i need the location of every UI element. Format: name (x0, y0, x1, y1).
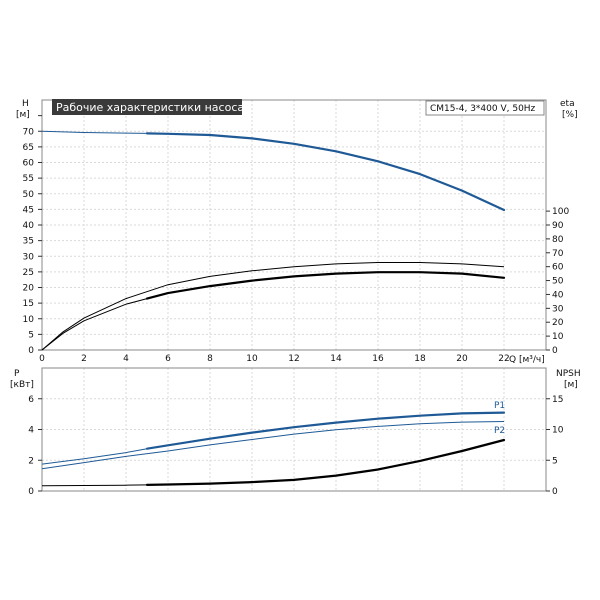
x-tick-4: 4 (123, 354, 129, 364)
npsh-curve-operating (145, 438, 506, 486)
p1-curve-operating (145, 411, 506, 450)
h-tick-30: 30 (23, 252, 35, 262)
x-tick-20: 20 (456, 354, 468, 364)
eta-tick-0: 0 (552, 346, 558, 356)
bottom-curves (41, 411, 506, 487)
bottom-ticks: 0 2 4 6 0 5 10 15 (28, 395, 563, 497)
eta-tick-10: 10 (552, 332, 564, 342)
q-axis-label: Q [м³/ч] (509, 355, 545, 365)
npsh-tick-5: 5 (552, 456, 558, 466)
eta-tick-30: 30 (552, 304, 564, 314)
p-tick-6: 6 (28, 395, 34, 405)
eta-tick-40: 40 (552, 290, 564, 300)
p2-curve (41, 421, 505, 470)
h-tick-45: 45 (23, 205, 34, 215)
h-tick-70: 70 (23, 127, 35, 137)
eta-tick-70: 70 (552, 249, 564, 259)
model-box (425, 100, 545, 116)
eta-tick-60: 60 (552, 263, 564, 273)
p-unit-label: [кВт] (10, 380, 34, 390)
p-tick-2: 2 (28, 456, 34, 466)
x-tick-8: 8 (207, 354, 213, 364)
eta-unit-label: [%] (562, 110, 578, 120)
p-tick-0: 0 (28, 487, 34, 497)
eta-tick-20: 20 (552, 318, 564, 328)
x-tick-10: 10 (246, 354, 258, 364)
eta-tick-100: 100 (552, 207, 569, 217)
h-tick-10: 10 (23, 315, 35, 325)
eta-upper-curve (41, 262, 505, 351)
x-tick-14: 14 (330, 354, 342, 364)
chart-title: Рабочие характеристики насоса (56, 101, 244, 114)
x-tick-22: 22 (498, 354, 509, 364)
p-axis-label: P (14, 369, 20, 379)
h-tick-5: 5 (28, 330, 34, 340)
top-grid (41, 100, 546, 350)
h-tick-50: 50 (23, 190, 35, 200)
model-label: CM15-4, 3*400 V, 50Hz (430, 104, 536, 114)
title-box (52, 99, 242, 115)
h-tick-20: 20 (23, 284, 35, 294)
p1-label: P1 (494, 401, 505, 411)
top-ticks: 0 2 4 6 8 10 12 14 16 18 20 22 0 5 10 15 20 25 30 35 40 45 50 5… (23, 115, 569, 364)
h-tick-65: 65 (23, 143, 34, 153)
p2-label: P2 (494, 426, 505, 436)
x-tick-12: 12 (288, 354, 299, 364)
eta-tick-50: 50 (552, 277, 564, 287)
p-tick-4: 4 (28, 426, 34, 436)
h-tick-55: 55 (23, 174, 34, 184)
h-tick-35: 35 (23, 237, 34, 247)
x-tick-18: 18 (414, 354, 426, 364)
x-tick-0: 0 (39, 354, 45, 364)
npsh-unit-label: [м] (564, 380, 578, 390)
eta-axis-label: eta (560, 99, 575, 109)
h-tick-40: 40 (23, 221, 35, 231)
eta-lower-curve-operating (145, 271, 506, 300)
top-curves (41, 130, 506, 351)
h-axis-label: H (22, 99, 29, 109)
npsh-tick-0: 0 (552, 487, 558, 497)
h-tick-0: 0 (28, 346, 34, 356)
h-unit-label: [м] (16, 110, 30, 120)
head-curve-operating (145, 132, 506, 212)
x-tick-6: 6 (165, 354, 171, 364)
h-tick-15: 15 (23, 299, 34, 309)
npsh-tick-10: 10 (552, 426, 564, 436)
x-tick-16: 16 (372, 354, 384, 364)
eta-tick-90: 90 (552, 221, 564, 231)
npsh-tick-15: 15 (552, 395, 563, 405)
npsh-axis-label: NPSH (556, 369, 581, 379)
x-tick-2: 2 (81, 354, 87, 364)
eta-tick-80: 80 (552, 235, 564, 245)
h-tick-25: 25 (23, 268, 34, 278)
h-tick-60: 60 (23, 159, 35, 169)
